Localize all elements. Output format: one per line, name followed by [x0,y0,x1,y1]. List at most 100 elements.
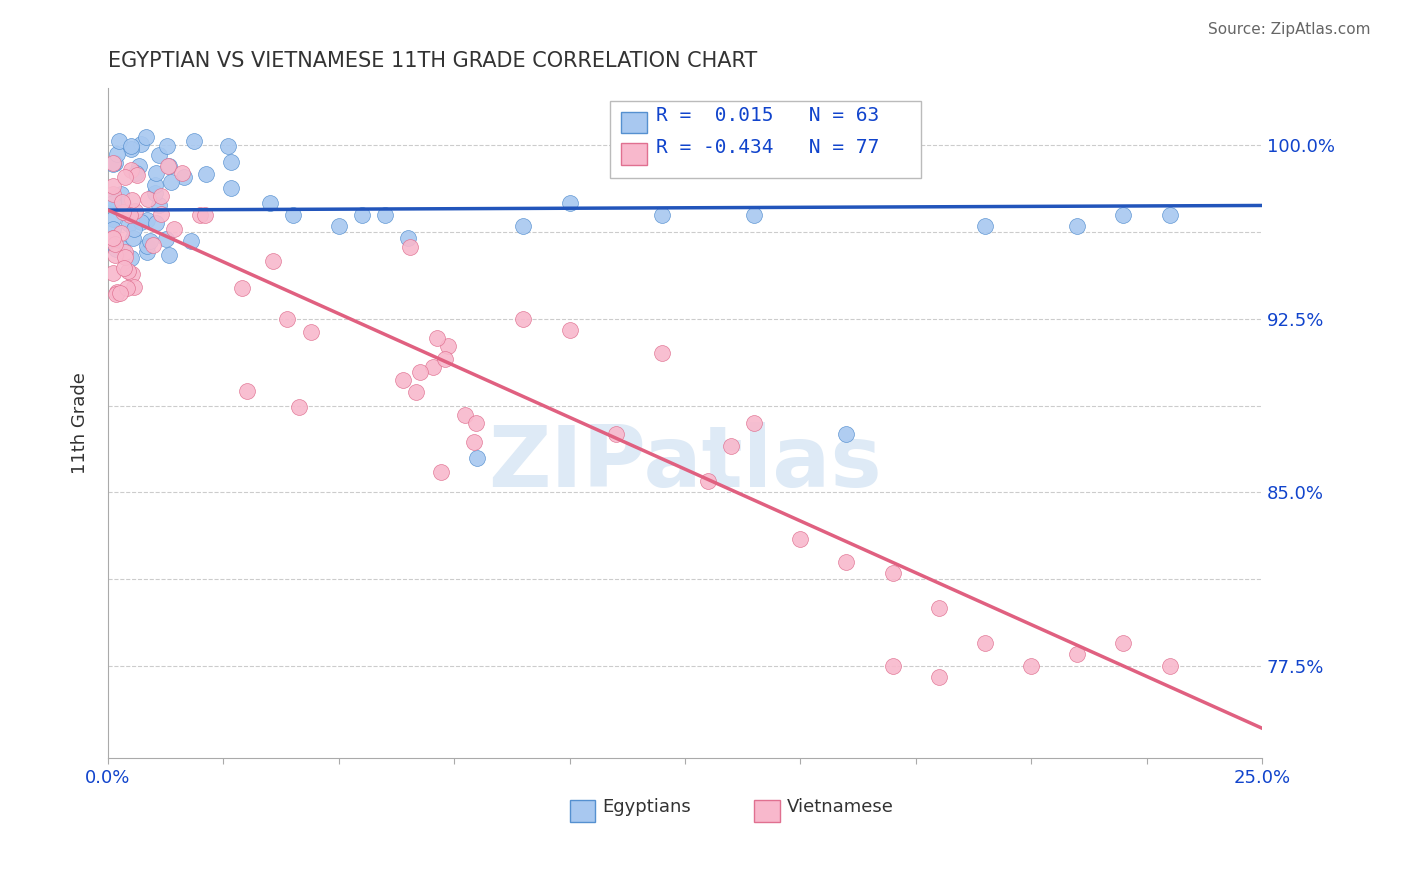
Point [742,208,765,222]
Point [231,281,253,295]
Point [299,326,322,340]
Point [135,130,157,145]
Point [512,311,534,326]
Point [157,248,180,262]
Point [405,384,427,399]
Point [101,266,124,280]
Point [651,346,673,360]
Point [105,286,128,301]
Text: EGYPTIAN VS VIETNAMESE 11TH GRADE CORRELATION CHART: EGYPTIAN VS VIETNAMESE 11TH GRADE CORREL… [108,51,758,70]
Point [120,139,142,153]
Point [120,162,142,177]
Point [1112,635,1135,649]
Point [697,474,720,488]
Point [110,186,132,201]
Point [328,219,350,234]
Point [276,311,298,326]
Point [105,242,128,256]
Point [235,384,257,398]
Point [124,279,146,293]
Point [143,178,166,192]
Point [180,234,202,248]
Point [105,147,128,161]
Point [262,253,284,268]
Point [157,159,180,173]
Point [104,155,127,169]
Point [1066,647,1088,661]
FancyBboxPatch shape [610,101,921,178]
Point [118,208,141,222]
Point [433,351,456,366]
Point [172,166,194,180]
Point [173,170,195,185]
Point [121,267,143,281]
Point [1159,658,1181,673]
Text: R =  0.015   N = 63: R = 0.015 N = 63 [657,106,879,125]
Point [162,222,184,236]
Text: Source: ZipAtlas.com: Source: ZipAtlas.com [1208,22,1371,37]
Point [429,465,451,479]
Point [101,157,124,171]
Point [157,160,180,174]
Point [111,196,134,211]
Point [374,208,396,222]
Point [882,658,904,673]
Point [183,134,205,148]
Point [138,192,160,206]
Point [101,187,124,202]
Point [882,566,904,581]
Point [194,208,217,222]
Point [110,285,132,300]
Text: ZIPatlas: ZIPatlas [488,422,882,505]
Point [396,231,419,245]
Point [142,238,165,252]
Point [145,217,167,231]
Point [512,219,534,234]
Point [110,226,132,240]
Point [136,244,159,259]
Point [1019,658,1042,673]
Text: Egyptians: Egyptians [602,797,690,816]
Point [465,416,488,430]
Point [145,186,167,200]
Bar [569,800,595,822]
Point [928,600,950,615]
Point [124,165,146,179]
Point [138,234,160,248]
Point [122,230,145,244]
Point [148,148,170,162]
Point [399,239,422,253]
Point [835,555,858,569]
Point [125,168,148,182]
Point [463,435,485,450]
Point [131,136,153,151]
Point [156,138,179,153]
Point [104,236,127,251]
Point [121,193,143,207]
Point [101,231,124,245]
Point [974,219,997,234]
Point [111,241,134,255]
Point [835,427,858,442]
Point [259,195,281,210]
Point [101,231,124,245]
Point [409,365,432,379]
Point [558,196,581,211]
Point [112,205,135,219]
Point [101,231,124,245]
Point [101,212,124,227]
Bar [621,112,647,133]
Point [219,181,242,195]
Point [789,532,811,546]
Point [111,195,134,210]
Point [454,408,477,422]
Point [742,416,765,430]
Point [108,134,131,148]
Text: Vietnamese: Vietnamese [786,797,893,816]
Point [124,203,146,218]
Point [150,207,173,221]
Point [101,192,124,206]
Point [195,167,218,181]
Point [104,248,127,262]
Point [114,250,136,264]
